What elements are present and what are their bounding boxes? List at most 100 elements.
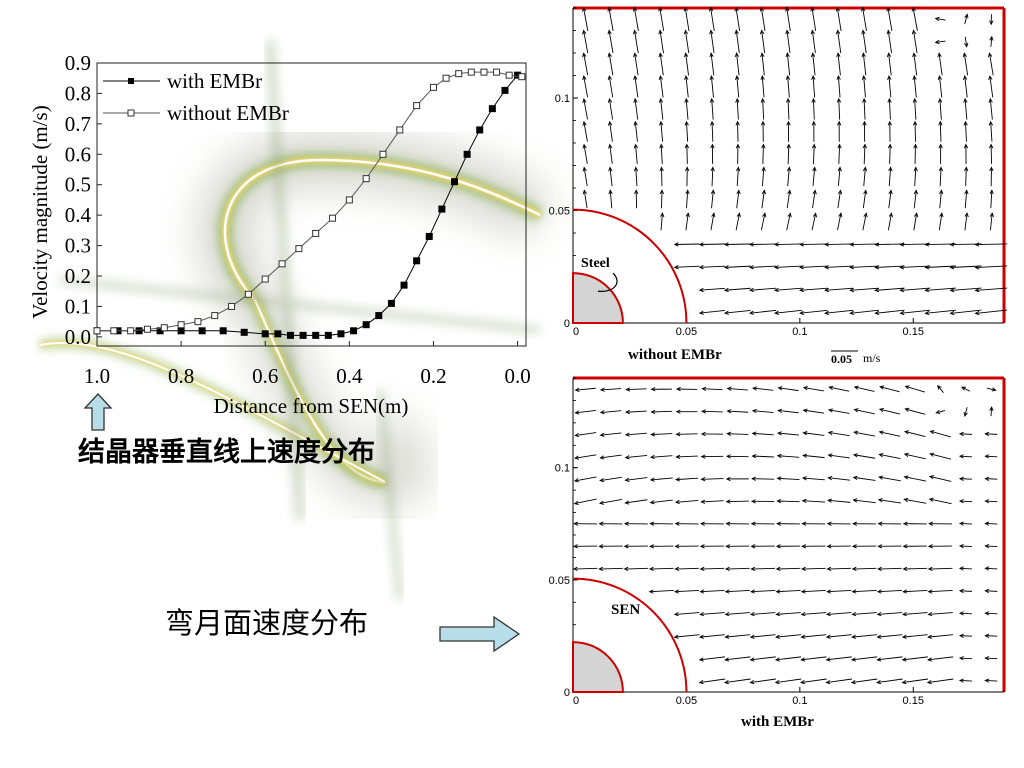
velocity-vector — [685, 213, 689, 231]
velocity-vector — [802, 567, 826, 570]
velocity-vector — [853, 499, 876, 504]
velocity-vector — [600, 410, 622, 413]
vector-head — [964, 189, 969, 195]
velocity-vector — [985, 523, 998, 525]
vector-head — [786, 166, 792, 172]
vector-head — [984, 678, 990, 683]
marker-with-embr — [425, 232, 433, 240]
vector-head — [632, 6, 638, 12]
vector-head — [863, 189, 868, 195]
vector-head — [802, 431, 808, 436]
velocity-vector — [802, 477, 825, 481]
velocity-vector — [903, 567, 928, 570]
vector-head — [736, 212, 741, 218]
vector-head — [825, 634, 831, 639]
vector-head — [749, 612, 755, 617]
vector-head — [958, 543, 964, 549]
velocity-vector — [862, 7, 867, 31]
vector-head — [862, 143, 867, 149]
vector-head — [911, 6, 916, 12]
velocity-vector — [608, 30, 614, 54]
vector-head — [958, 431, 964, 437]
velocity-vector — [938, 53, 943, 76]
vector-head — [675, 409, 681, 414]
velocity-vector — [913, 190, 917, 209]
up-arrow-icon — [83, 393, 113, 431]
velocity-vector — [959, 680, 972, 682]
velocity-vector — [905, 408, 926, 415]
velocity-vector — [989, 98, 993, 120]
vector-head — [927, 634, 933, 639]
velocity-vector — [736, 98, 739, 120]
marker-without-embr — [312, 229, 320, 237]
velocity-vector — [950, 309, 982, 314]
velocity-vector — [825, 309, 854, 314]
plot-label: without EMBr — [628, 347, 722, 363]
sen-inner-region — [572, 272, 624, 324]
vector-head — [709, 29, 714, 35]
vector-head — [849, 265, 855, 270]
vector-head — [649, 521, 655, 526]
velocity-vector — [888, 98, 891, 120]
velocity-vector — [625, 499, 648, 504]
velocity-vector — [825, 287, 854, 291]
vector-head — [699, 612, 705, 617]
vector-head — [958, 521, 964, 526]
x-tick-label: 0.6 — [252, 364, 278, 388]
marker-with-embr — [413, 257, 421, 265]
vector-head — [811, 74, 816, 80]
vector-head — [904, 430, 910, 435]
velocity-vector — [761, 53, 765, 76]
vector-head — [710, 143, 715, 149]
vector-head — [751, 476, 757, 481]
velocity-vector — [711, 167, 714, 187]
velocity-vector — [608, 7, 614, 31]
vector-head — [852, 498, 858, 503]
velocity-vector — [724, 243, 751, 245]
vector-head — [887, 97, 892, 103]
velocity-vector — [776, 589, 801, 593]
marker-without-embr — [143, 325, 151, 333]
vector-head — [888, 212, 893, 218]
vector-head — [826, 589, 832, 594]
vector-head — [984, 656, 990, 661]
series-line — [97, 74, 518, 336]
velocity-vector — [936, 410, 946, 414]
vector-head — [836, 52, 841, 58]
vector-head — [736, 166, 741, 172]
vector-head — [573, 500, 579, 506]
marker-without-embr — [429, 83, 437, 91]
vector-head — [776, 476, 782, 481]
vector-head — [928, 475, 934, 480]
vector-head — [877, 498, 883, 503]
velocity-vector — [600, 388, 622, 391]
vector-head — [674, 499, 680, 505]
vector-head — [750, 499, 756, 504]
x-tick-label: 0.05 — [676, 326, 697, 338]
velocity-vector — [660, 213, 663, 231]
velocity-vector — [902, 678, 929, 684]
velocity-vector — [777, 432, 800, 436]
velocity-vector — [600, 454, 622, 459]
velocity-vector — [634, 76, 639, 98]
velocity-vector — [853, 454, 876, 459]
vector-head — [984, 454, 990, 459]
x-tick-label: 0.15 — [903, 326, 924, 338]
legend-label-without-embr: without EMBr — [167, 101, 289, 125]
vector-head — [759, 29, 765, 35]
vector-head — [962, 75, 968, 81]
vector-head — [937, 384, 942, 390]
velocity-vector — [777, 477, 800, 480]
marker-without-embr — [127, 327, 135, 335]
velocity-vector — [583, 7, 589, 31]
vector-head — [674, 544, 680, 549]
vector-head — [851, 612, 857, 617]
vector-head — [751, 408, 757, 414]
velocity-vector — [600, 432, 622, 436]
y-tick-label: 0.1 — [555, 93, 570, 105]
velocity-vector — [675, 567, 699, 570]
velocity-vector — [930, 453, 952, 460]
vector-head — [685, 166, 690, 172]
velocity-vector — [685, 53, 689, 76]
vector-head — [927, 566, 933, 572]
